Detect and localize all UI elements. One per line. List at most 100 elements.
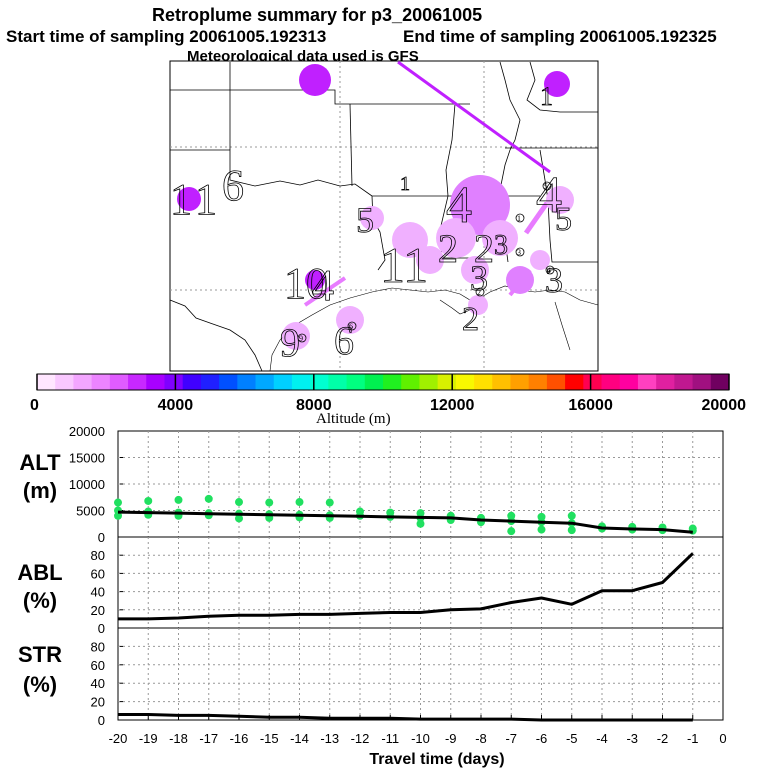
y-tick-label: 20 xyxy=(91,603,105,618)
y-tick-label: 60 xyxy=(91,658,105,673)
colorbar-tick-label: 12000 xyxy=(430,397,475,414)
release-puff xyxy=(506,266,534,294)
state-border xyxy=(539,149,598,263)
panel-abl: 0 20 40 60 80 ABL (%) xyxy=(17,536,724,636)
release-number: 1 xyxy=(540,82,553,111)
x-tick-label: -8 xyxy=(475,731,487,746)
colorbar-tick-label: 4000 xyxy=(158,397,194,414)
colorbar-swatch xyxy=(109,374,129,390)
state-border xyxy=(494,61,521,211)
y-tick-label: 80 xyxy=(91,548,105,563)
colorbar-swatch xyxy=(55,374,74,390)
colorbar-swatch xyxy=(383,374,402,390)
colorbar-swatch xyxy=(182,374,202,390)
release-puff xyxy=(305,270,325,290)
release-number: 2 xyxy=(462,301,479,338)
release-number: 1 xyxy=(400,173,410,195)
colorbar-swatch xyxy=(619,374,639,390)
trajectory-segment xyxy=(397,60,551,174)
x-axis-label: Travel time (days) xyxy=(369,751,504,768)
colorbar-swatch xyxy=(37,374,56,390)
release-number: 3 xyxy=(545,260,563,300)
marker-label: 6 xyxy=(349,322,353,331)
panel-ylabel: (%) xyxy=(23,588,57,613)
y-tick-label: 20000 xyxy=(69,424,105,439)
release-puff xyxy=(461,256,489,284)
alt-scatter-point xyxy=(204,494,213,503)
state-border xyxy=(170,89,470,105)
panel-title: STR xyxy=(18,642,62,667)
colorbar-tick-label: 8000 xyxy=(296,397,332,414)
marker-circle xyxy=(515,213,525,223)
alt-scatter-point xyxy=(295,498,304,507)
colorbar-swatch xyxy=(219,374,238,390)
alt-scatter-point xyxy=(235,514,243,523)
release-puff xyxy=(177,187,201,211)
colorbar-swatch xyxy=(328,374,348,390)
release-number: 5 xyxy=(356,200,374,240)
x-tick-label: -16 xyxy=(230,731,249,746)
colorbar-swatch xyxy=(601,374,621,390)
x-tick-label: -17 xyxy=(199,731,218,746)
alt-scatter-point xyxy=(567,511,576,520)
colorbar-swatch xyxy=(364,374,384,390)
release-puff xyxy=(436,218,476,258)
marker-label: 5 xyxy=(544,182,548,191)
colorbar-swatch xyxy=(346,374,366,390)
colorbar-swatch xyxy=(164,374,184,390)
colorbar-tick-label: 20000 xyxy=(702,397,747,414)
y-tick-label: 0 xyxy=(98,530,105,545)
series-line xyxy=(118,713,693,722)
marker-circle xyxy=(542,181,552,191)
colorbar-swatch xyxy=(583,374,603,390)
alt-scatter-point xyxy=(144,496,153,505)
panel-ylabel: (%) xyxy=(23,672,57,697)
figure-title: Retroplume summary for p3_20061005 xyxy=(152,5,482,25)
release-number: 5 xyxy=(555,201,572,238)
colorbar-swatch xyxy=(437,374,457,390)
release-number: 3 xyxy=(470,258,488,298)
y-tick-label: 15000 xyxy=(69,451,105,466)
state-border xyxy=(349,103,353,187)
x-tick-label: -12 xyxy=(351,731,370,746)
x-tick-label: -1 xyxy=(687,731,699,746)
marker-label: 9 xyxy=(299,334,303,343)
colorbar-tick-label: 16000 xyxy=(568,397,613,414)
start-time-label: Start time of sampling 20061005.192313 xyxy=(6,27,326,46)
colorbar-swatch xyxy=(710,374,730,390)
y-tick-label: 5000 xyxy=(76,504,105,519)
x-tick-label: -14 xyxy=(290,731,309,746)
colorbar-swatch xyxy=(674,374,694,390)
marker-circle xyxy=(515,247,525,257)
marker-label: 1 xyxy=(517,214,521,223)
panel-title: ABL xyxy=(17,560,62,585)
alt-scatter-point xyxy=(235,498,243,507)
alt-scatter-point xyxy=(507,527,516,536)
colorbar-swatch xyxy=(656,374,675,390)
marker-circle xyxy=(347,321,357,331)
alt-scatter-point xyxy=(567,526,576,535)
colorbar-swatch xyxy=(419,374,439,390)
colorbar-swatch xyxy=(128,374,147,390)
y-tick-label: 40 xyxy=(91,676,105,691)
marker-circle xyxy=(545,265,555,275)
colorbar-tick-label: 0 xyxy=(30,397,39,414)
colorbar-swatch xyxy=(255,374,275,390)
colorbar-swatch xyxy=(73,374,93,390)
state-border xyxy=(170,149,373,197)
colorbar-swatch xyxy=(401,374,420,390)
colorbar-swatch xyxy=(546,374,566,390)
release-number: 3 xyxy=(494,230,508,261)
colorbar-swatch xyxy=(237,374,257,390)
release-puff xyxy=(336,306,364,334)
y-tick-label: 0 xyxy=(98,621,105,636)
release-number: 10 xyxy=(284,259,328,308)
colorbar-swatch xyxy=(91,374,111,390)
trajectory-segment xyxy=(303,276,347,307)
x-tick-label: -6 xyxy=(536,731,548,746)
release-number: 1 xyxy=(195,175,217,224)
alt-scatter-point xyxy=(114,511,122,520)
marker-label: 2 xyxy=(477,288,481,297)
